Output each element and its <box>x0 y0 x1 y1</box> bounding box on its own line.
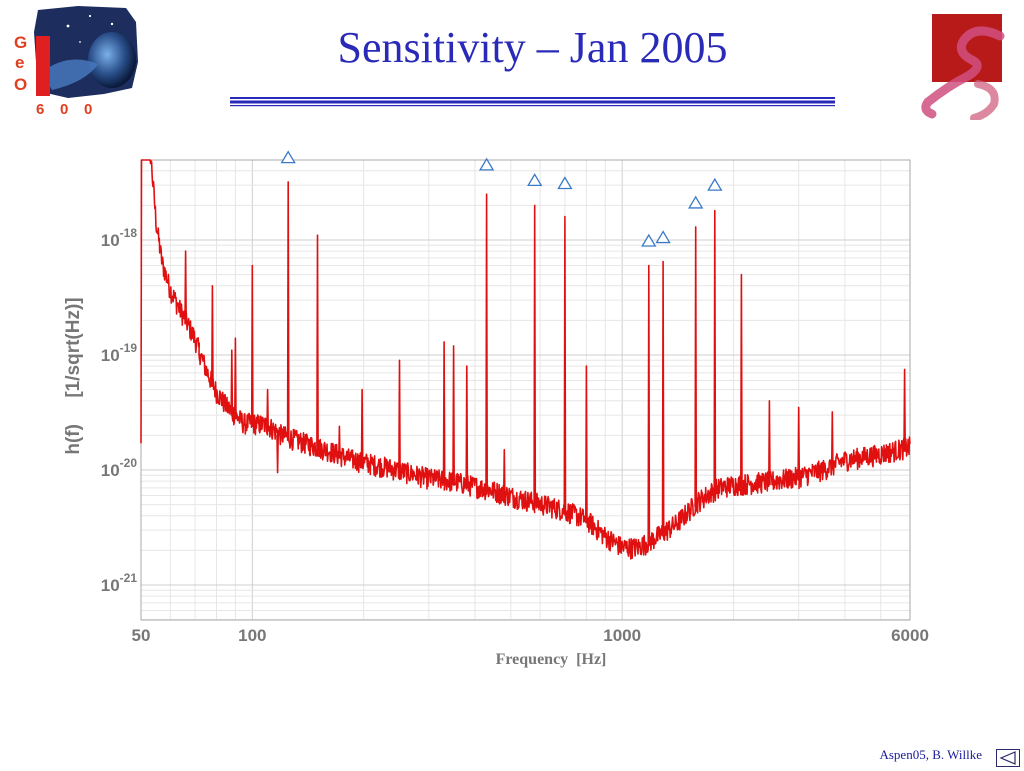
logo-digit-0a: 0 <box>60 101 68 118</box>
logo-swirl <box>921 26 1005 119</box>
chart-marker-layer <box>280 150 723 247</box>
y-tick-label: 10-21 <box>101 571 138 595</box>
x-tick-label: 100 <box>238 626 266 645</box>
logo-letter-o: O <box>14 75 27 94</box>
peak-marker-triangle <box>688 195 704 209</box>
peak-marker-triangle <box>707 177 723 191</box>
geo600-logo: G e O 6 0 0 <box>14 6 138 118</box>
y-tick-label: 10-20 <box>101 456 138 480</box>
logo-letter-g: G <box>14 33 27 52</box>
logo-digit-6: 6 <box>36 101 44 118</box>
logo-red-square <box>932 14 1002 82</box>
institute-logo <box>921 14 1005 120</box>
x-tick-label: 50 <box>132 626 151 645</box>
x-tick-label: 6000 <box>891 626 929 645</box>
peak-marker-triangle <box>527 173 543 187</box>
logo-digit-0b: 0 <box>84 101 92 118</box>
title-divider <box>230 97 835 107</box>
y-tick-labels: 10-18 10-19 10-20 10-21 <box>101 226 138 595</box>
peak-marker-triangle <box>478 157 495 171</box>
slide-nav-back-button[interactable] <box>996 749 1020 767</box>
chart-curve-layer <box>140 159 911 560</box>
logo-letter-e: e <box>15 53 24 72</box>
back-triangle-icon <box>999 751 1016 765</box>
y-tick-label: 10-19 <box>101 341 138 365</box>
x-tick-label: 1000 <box>603 626 641 645</box>
x-axis-label: Frequency [Hz] <box>496 651 607 668</box>
sensitivity-curve <box>140 159 911 560</box>
peak-marker-triangle <box>655 230 671 244</box>
planet-shape <box>88 32 136 88</box>
y-axis-label: h(f) [1/sqrt(Hz)] <box>63 297 84 454</box>
chart-grid <box>140 160 911 621</box>
peak-marker-triangle <box>280 150 296 164</box>
logo-red-bar <box>36 36 50 96</box>
y-tick-label: 10-18 <box>101 226 138 250</box>
x-tick-labels: 50 100 1000 6000 <box>132 626 929 645</box>
peak-marker-triangle <box>641 233 657 247</box>
footer-credit: Aspen05, B. Willke <box>879 747 982 762</box>
slide-title: Sensitivity – Jan 2005 <box>337 23 728 72</box>
peak-marker-triangle <box>557 176 573 190</box>
nebula-shape <box>42 59 98 90</box>
